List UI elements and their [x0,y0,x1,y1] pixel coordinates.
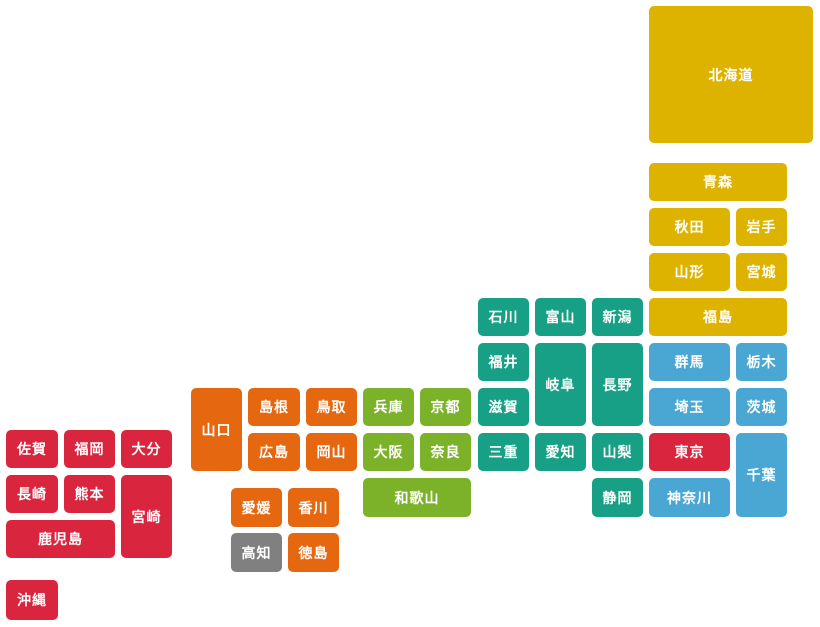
prefecture-label: 埼玉 [674,400,705,416]
prefecture-ehime[interactable]: 愛媛 [231,488,282,527]
prefecture-label: 鹿児島 [38,532,83,548]
prefecture-toyama[interactable]: 富山 [535,298,586,336]
prefecture-fukuoka[interactable]: 福岡 [64,430,115,468]
prefecture-label: 青森 [703,175,733,191]
prefecture-label: 滋賀 [488,400,519,416]
prefecture-label: 千葉 [746,468,777,484]
prefecture-label: 大分 [131,442,162,458]
prefecture-chiba[interactable]: 千葉 [736,433,787,517]
prefecture-fukushima[interactable]: 福島 [649,298,787,336]
prefecture-label: 熊本 [74,487,105,503]
prefecture-fukui[interactable]: 福井 [478,343,529,381]
prefecture-label: 香川 [298,500,329,517]
prefecture-label: 長崎 [17,487,47,503]
prefecture-label: 大阪 [373,445,404,461]
prefecture-label: 北海道 [708,67,754,84]
prefecture-label: 神奈川 [667,490,712,507]
prefecture-kagawa[interactable]: 香川 [288,488,339,527]
prefecture-nagasaki[interactable]: 長崎 [6,475,58,513]
prefecture-label: 沖縄 [17,593,47,609]
prefecture-yamagata[interactable]: 山形 [649,253,730,291]
prefecture-hokkaido[interactable]: 北海道 [649,6,813,143]
prefecture-wakayama[interactable]: 和歌山 [363,478,471,517]
prefecture-label: 群馬 [674,355,705,371]
prefecture-label: 山梨 [602,445,633,461]
prefecture-osaka[interactable]: 大阪 [363,433,414,471]
prefecture-aichi[interactable]: 愛知 [535,433,586,471]
prefecture-kyoto[interactable]: 京都 [420,388,471,426]
prefecture-label: 福島 [703,310,733,326]
prefecture-aomori[interactable]: 青森 [649,163,787,201]
prefecture-label: 山口 [201,422,232,439]
prefecture-label: 広島 [259,445,289,461]
prefecture-ishikawa[interactable]: 石川 [478,298,529,336]
prefecture-saga[interactable]: 佐賀 [6,430,58,468]
prefecture-miyazaki[interactable]: 宮崎 [121,475,172,558]
prefecture-label: 静岡 [602,490,633,507]
prefecture-label: 秋田 [674,220,705,236]
prefecture-label: 栃木 [746,355,777,371]
prefecture-miyagi[interactable]: 宮城 [736,253,787,291]
prefecture-niigata[interactable]: 新潟 [592,298,643,336]
prefecture-label: 岐阜 [545,377,576,394]
prefecture-label: 島根 [259,400,289,416]
prefecture-mie[interactable]: 三重 [478,433,529,471]
prefecture-label: 宮崎 [131,509,162,526]
prefecture-label: 愛媛 [241,500,272,517]
prefecture-tochigi[interactable]: 栃木 [736,343,787,381]
prefecture-oita[interactable]: 大分 [121,430,172,468]
prefecture-label: 岡山 [316,445,347,461]
prefecture-label: 鳥取 [316,400,347,416]
prefecture-kagoshima[interactable]: 鹿児島 [6,520,115,558]
prefecture-hyogo[interactable]: 兵庫 [363,388,414,426]
prefecture-label: 奈良 [430,445,461,461]
prefecture-label: 三重 [488,445,519,461]
prefecture-label: 東京 [674,445,705,461]
prefecture-okinawa[interactable]: 沖縄 [6,580,58,620]
prefecture-label: 富山 [545,310,576,326]
prefecture-label: 宮城 [746,265,777,281]
prefecture-kochi[interactable]: 高知 [231,533,282,572]
prefecture-nara[interactable]: 奈良 [420,433,471,471]
prefecture-shimane[interactable]: 島根 [248,388,300,426]
prefecture-hiroshima[interactable]: 広島 [248,433,300,471]
prefecture-label: 高知 [241,545,272,562]
prefecture-akita[interactable]: 秋田 [649,208,730,246]
prefecture-tottori[interactable]: 鳥取 [306,388,357,426]
prefecture-label: 兵庫 [373,400,404,416]
prefecture-label: 茨城 [746,400,777,416]
prefecture-okayama[interactable]: 岡山 [306,433,357,471]
prefecture-iwate[interactable]: 岩手 [736,208,787,246]
prefecture-kanagawa[interactable]: 神奈川 [649,478,730,517]
prefecture-label: 岩手 [746,220,777,236]
prefecture-label: 石川 [488,310,519,326]
prefecture-gunma[interactable]: 群馬 [649,343,730,381]
prefecture-ibaraki[interactable]: 茨城 [736,388,787,426]
prefecture-label: 山形 [674,265,705,281]
prefecture-gifu[interactable]: 岐阜 [535,343,586,426]
prefecture-yamaguchi[interactable]: 山口 [191,388,242,471]
prefecture-label: 京都 [430,400,461,416]
prefecture-label: 愛知 [545,445,576,461]
prefecture-label: 福岡 [74,442,105,458]
prefecture-label: 徳島 [298,545,329,562]
prefecture-tokushima[interactable]: 徳島 [288,533,339,572]
prefecture-tokyo[interactable]: 東京 [649,433,730,471]
prefecture-shiga[interactable]: 滋賀 [478,388,529,426]
prefecture-label: 和歌山 [394,490,440,507]
prefecture-label: 福井 [488,355,519,371]
prefecture-saitama[interactable]: 埼玉 [649,388,730,426]
prefecture-label: 佐賀 [17,442,47,458]
prefecture-kumamoto[interactable]: 熊本 [64,475,115,513]
prefecture-shizuoka[interactable]: 静岡 [592,478,643,517]
prefecture-label: 新潟 [602,310,633,326]
prefecture-nagano[interactable]: 長野 [592,343,643,426]
prefecture-yamanashi[interactable]: 山梨 [592,433,643,471]
prefecture-label: 長野 [602,377,633,394]
